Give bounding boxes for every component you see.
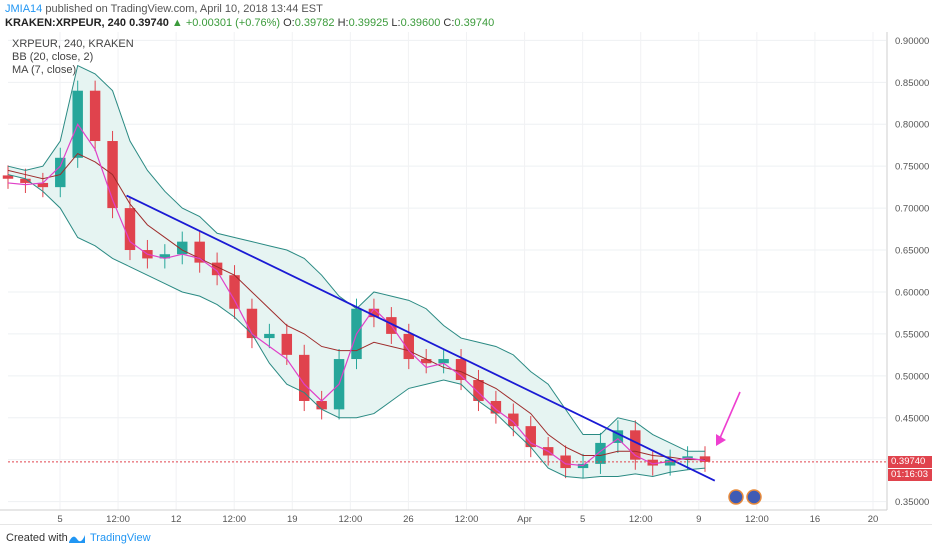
x-tick-label: 12:00: [222, 514, 246, 525]
candle-body: [124, 208, 136, 251]
candle-body: [612, 430, 624, 443]
x-tick-label: 5: [57, 514, 62, 525]
candle-body: [647, 459, 658, 466]
x-tick-label: 12:00: [455, 514, 479, 525]
candle-body: [403, 333, 415, 360]
x-tick-label: 12: [171, 514, 182, 525]
candle-body: [473, 380, 484, 401]
close-label: C:: [443, 17, 455, 29]
high-label: H:: [337, 17, 349, 29]
candle-body: [37, 182, 49, 188]
last-price: 0.39740: [129, 17, 169, 29]
bb-upper-line: [7, 64, 705, 452]
y-tick-label: 0.85000: [895, 78, 929, 89]
countdown-tag: 01:16:03: [888, 468, 932, 481]
y-tick-label: 0.50000: [895, 371, 929, 382]
price-change: +0.00301 (+0.76%): [185, 17, 281, 29]
x-tick-label: 20: [868, 514, 879, 525]
author-link[interactable]: JMIA14: [5, 3, 43, 15]
x-tick-label: 26: [403, 514, 414, 525]
low-value: 0.39600: [400, 17, 441, 29]
candle-body: [508, 413, 519, 427]
candle-body: [229, 275, 240, 309]
y-tick-label: 0.60000: [895, 287, 929, 298]
y-tick-label: 0.35000: [895, 497, 929, 508]
candle-body: [664, 459, 676, 466]
candle-body: [455, 359, 467, 381]
x-tick-label: 5: [580, 514, 585, 525]
chart-header: JMIA14 published on TradingView.com, Apr…: [0, 0, 932, 32]
low-label: L:: [391, 17, 401, 29]
x-tick-label: 12:00: [629, 514, 653, 525]
x-tick-label: 16: [810, 514, 821, 525]
candle-body: [211, 262, 223, 276]
candle-body: [420, 359, 432, 364]
legend-series[interactable]: XRPEUR, 240, KRAKEN: [12, 38, 134, 50]
ma-line: [7, 123, 706, 467]
y-tick-label: 0.90000: [895, 36, 929, 47]
y-tick-label: 0.70000: [895, 204, 929, 215]
high-value: 0.39925: [348, 17, 389, 29]
candle-body: [246, 308, 258, 339]
candle-body: [525, 426, 536, 448]
x-tick-label: 12:00: [745, 514, 769, 525]
candle-body: [2, 175, 14, 179]
candle-body: [281, 333, 293, 355]
close-value: 0.39740: [454, 17, 495, 29]
x-tick-label: Apr: [517, 514, 532, 525]
candle-body: [194, 241, 205, 263]
tradingview-logo-icon: [69, 535, 85, 543]
y-tick-label: 0.80000: [895, 120, 929, 131]
candle-body: [89, 90, 101, 142]
candle-body: [595, 442, 606, 464]
bb-basis-line: [7, 152, 705, 461]
x-tick-label: 19: [287, 514, 298, 525]
y-tick-label: 0.55000: [895, 329, 929, 340]
bb-fill: [8, 65, 705, 479]
y-tick-label: 0.45000: [895, 413, 929, 424]
event-marker-icon: [728, 489, 744, 505]
up-arrow-icon: ▲: [171, 17, 183, 29]
open-label: O:: [283, 17, 295, 29]
candle-body: [298, 354, 310, 401]
candle-body: [630, 430, 641, 460]
chart-overlay: [8, 194, 886, 505]
y-tick-label: 0.65000: [895, 246, 929, 257]
annotation-arrowhead-icon: [716, 434, 726, 446]
bb-lower-line: [7, 174, 706, 479]
candle-body: [20, 178, 31, 183]
indicator-lines: [7, 64, 706, 479]
x-tick-label: 9: [696, 514, 701, 525]
candle-body: [316, 400, 327, 410]
candle-body: [699, 456, 711, 462]
candle-body: [55, 157, 66, 188]
indicator-legend: XRPEUR, 240, KRAKEN BB (20, close, 2) MA…: [12, 38, 134, 77]
candle-body: [264, 333, 275, 339]
footer: Created with TradingView: [0, 524, 932, 551]
y-tick-label: 0.75000: [895, 162, 929, 173]
publish-info: published on TradingView.com, April 10, …: [45, 3, 323, 15]
candle-body: [159, 254, 171, 259]
candle-body: [490, 400, 502, 414]
candle-body: [177, 241, 188, 255]
trendline: [126, 194, 716, 482]
symbol-label: KRAKEN:XRPEUR, 240: [5, 17, 127, 29]
open-value: 0.39782: [294, 17, 335, 29]
bollinger-bands: [8, 65, 705, 479]
x-axis: 5 12:00 12 12:00 19 12:00 26 12:00 Apr 5 12:00 9 12:…: [57, 514, 878, 525]
x-tick-label: 12:00: [106, 514, 130, 525]
x-tick-label: 12:00: [338, 514, 362, 525]
tradingview-brand-link[interactable]: TradingView: [90, 532, 151, 544]
candle-body: [368, 308, 380, 318]
legend-ma[interactable]: MA (7, close): [12, 64, 77, 76]
created-with-label: Created with: [6, 532, 68, 544]
legend-bb[interactable]: BB (20, close, 2): [12, 51, 94, 63]
event-marker-icon: [746, 489, 762, 505]
candle-body: [438, 359, 449, 364]
last-price-tag: 0.39740: [888, 455, 932, 468]
annotation-arrow: [719, 391, 741, 439]
